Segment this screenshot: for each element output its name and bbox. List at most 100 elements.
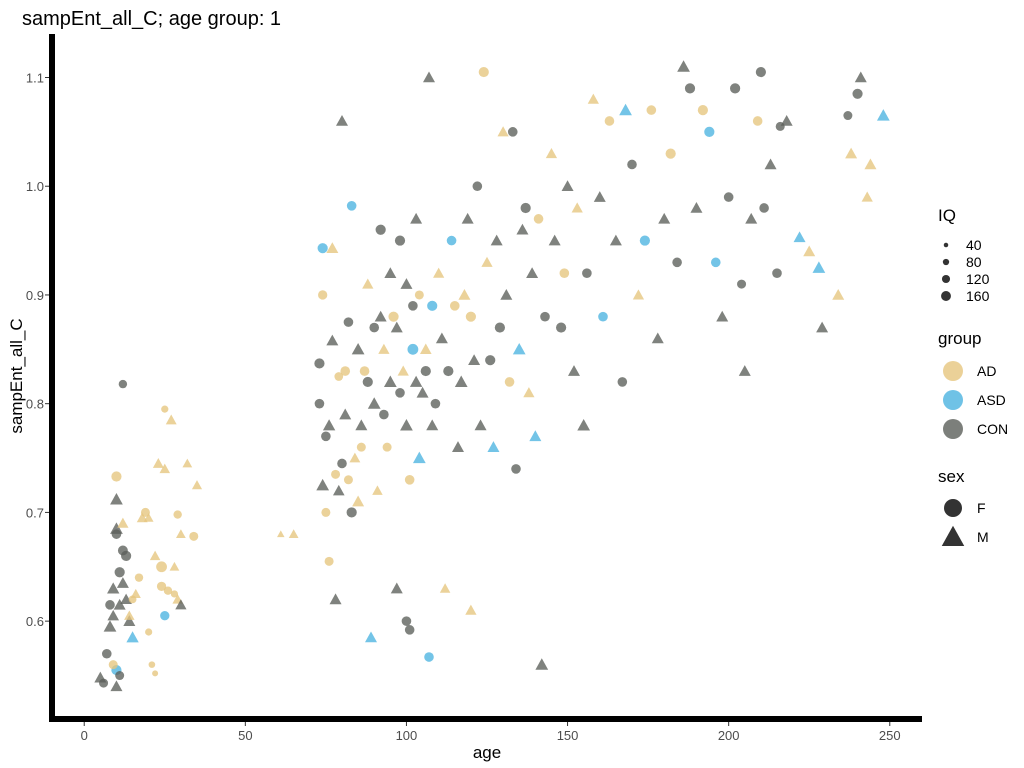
- data-point: [481, 256, 493, 267]
- data-point: [326, 334, 339, 346]
- data-point: [404, 625, 415, 635]
- data-point: [331, 469, 341, 479]
- x-tick-label: 100: [396, 728, 418, 743]
- data-point: [582, 268, 592, 279]
- x-axis-label: age: [473, 743, 501, 762]
- data-point: [182, 458, 193, 468]
- data-point: [383, 375, 397, 388]
- data-point: [336, 114, 348, 126]
- data-point: [500, 288, 513, 300]
- legend-group-label: ASD: [977, 392, 1006, 408]
- data-point: [123, 615, 136, 626]
- data-point: [414, 290, 424, 300]
- data-point: [540, 311, 550, 322]
- data-point: [511, 464, 521, 474]
- data-point: [339, 408, 352, 420]
- data-point: [375, 224, 386, 235]
- data-point: [114, 567, 125, 578]
- data-point: [407, 343, 419, 355]
- legend-sex: FM: [941, 499, 989, 546]
- data-point: [604, 116, 615, 126]
- data-point: [423, 71, 435, 83]
- data-point: [152, 670, 159, 677]
- data-point: [452, 441, 464, 452]
- data-point: [803, 245, 816, 257]
- data-point: [571, 202, 583, 213]
- legend-group-label: CON: [977, 421, 1008, 437]
- data-point: [494, 322, 505, 333]
- legend-sex-marker: [941, 525, 965, 546]
- data-point: [343, 317, 354, 327]
- data-point: [843, 111, 853, 121]
- legend-iq-marker: [941, 274, 951, 284]
- data-point: [118, 379, 128, 389]
- data-point: [845, 147, 858, 159]
- data-point: [577, 419, 591, 431]
- data-point: [324, 556, 334, 566]
- data-point: [526, 267, 539, 279]
- x-tick-label: 0: [81, 728, 88, 743]
- data-point: [390, 582, 403, 594]
- data-point: [710, 257, 721, 268]
- data-point: [400, 419, 413, 431]
- data-point: [152, 458, 164, 468]
- data-point: [395, 388, 405, 398]
- data-point: [107, 582, 120, 594]
- data-point: [400, 278, 413, 289]
- data-point: [535, 658, 549, 670]
- data-point: [382, 442, 392, 452]
- data-point: [143, 512, 154, 522]
- x-tick-label: 150: [557, 728, 579, 743]
- data-point: [627, 159, 637, 170]
- data-point: [156, 561, 167, 573]
- legend-group-marker: [943, 419, 963, 439]
- legend-iq-label: 160: [966, 288, 990, 304]
- data-point: [458, 288, 471, 300]
- data-point: [420, 365, 431, 377]
- data-point: [110, 680, 123, 692]
- data-point: [617, 377, 628, 387]
- x-tick-label: 50: [238, 728, 252, 743]
- legend-iq-marker: [943, 242, 949, 248]
- legend-sex-marker: [944, 499, 962, 517]
- legend-group: AD ASD CON: [943, 361, 1008, 439]
- data-point: [165, 414, 177, 425]
- data-point: [472, 181, 483, 192]
- data-point: [598, 311, 608, 322]
- data-point: [314, 358, 325, 369]
- data-point: [665, 148, 676, 159]
- legend-sex-label: F: [977, 500, 986, 516]
- data-point: [658, 212, 671, 224]
- data-point: [384, 267, 397, 279]
- y-tick-label: 0.8: [26, 397, 44, 412]
- data-point: [365, 631, 377, 643]
- data-point: [359, 366, 370, 376]
- data-point: [446, 235, 457, 246]
- legend-iq-marker: [942, 258, 950, 266]
- data-point: [108, 660, 118, 670]
- data-point: [288, 529, 299, 539]
- data-point: [516, 223, 529, 235]
- data-point: [124, 610, 135, 620]
- data-point: [113, 598, 126, 610]
- data-point: [730, 83, 741, 94]
- y-tick-label: 0.6: [26, 614, 44, 629]
- data-point: [140, 507, 150, 517]
- data-point: [314, 398, 325, 409]
- data-point: [619, 103, 632, 116]
- data-point: [745, 212, 758, 224]
- legend-iq-label: 40: [966, 237, 982, 253]
- data-point: [277, 530, 285, 538]
- data-point: [755, 66, 766, 78]
- data-point: [737, 279, 747, 289]
- data-point: [115, 671, 125, 681]
- data-point: [512, 342, 526, 355]
- data-point: [379, 409, 389, 420]
- data-point: [424, 652, 434, 662]
- data-point: [716, 310, 729, 322]
- data-point: [401, 616, 412, 626]
- data-point: [107, 609, 120, 621]
- data-point: [677, 60, 690, 72]
- data-point: [435, 332, 448, 344]
- data-point: [121, 550, 132, 562]
